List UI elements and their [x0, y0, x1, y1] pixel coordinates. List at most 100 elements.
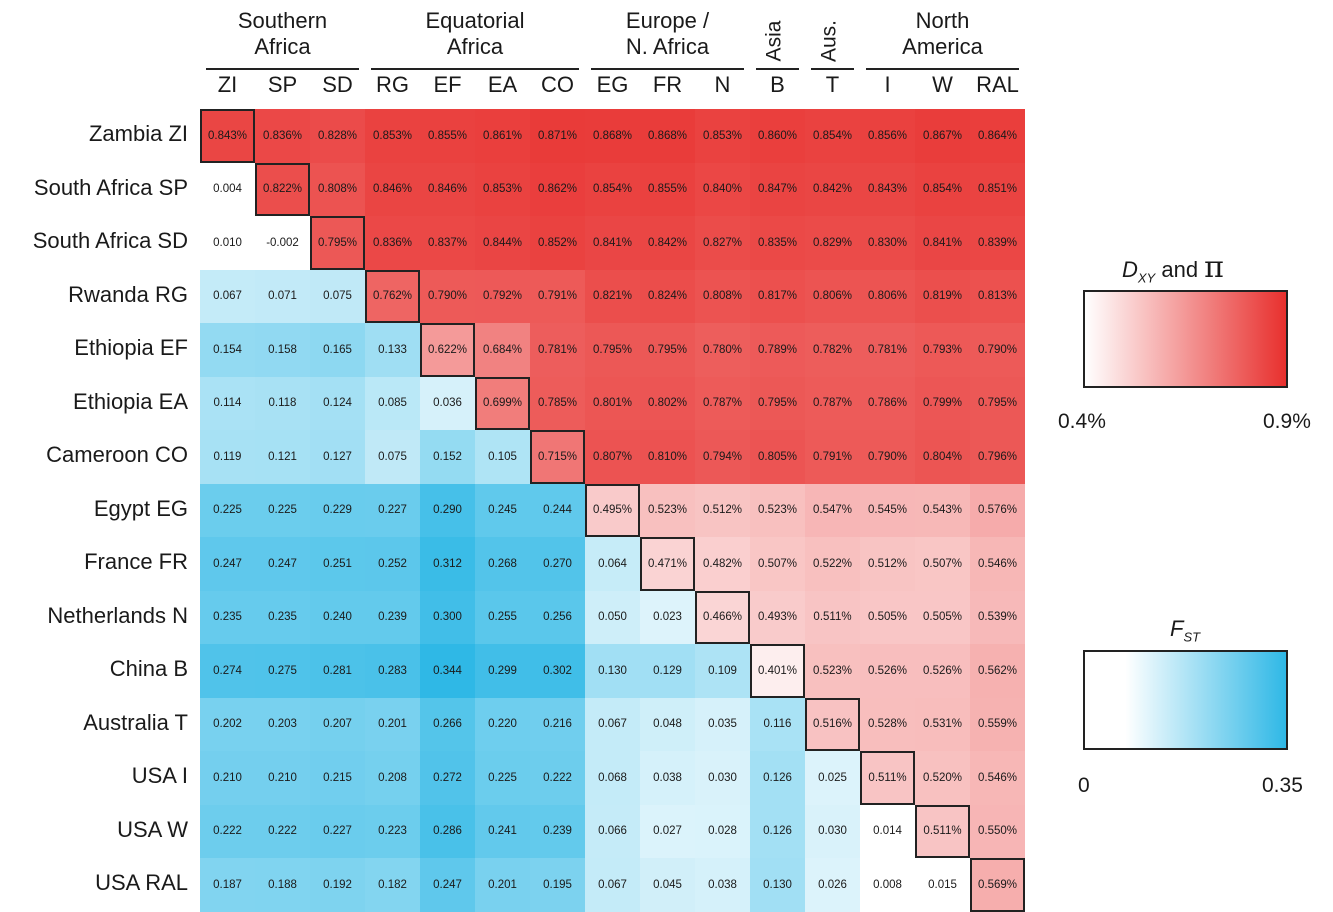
legend-fst-title: FST	[1170, 616, 1200, 644]
heatmap-cell: 0.830%	[860, 216, 915, 270]
heatmap-cell: 0.787%	[805, 376, 860, 430]
heatmap-cell: 0.028	[695, 804, 750, 858]
heatmap-cell: 0.030	[805, 804, 860, 858]
heatmap-cell: 0.799%	[915, 376, 970, 430]
heatmap-cell: 0.038	[695, 858, 750, 912]
heatmap-cell: 0.546%	[970, 751, 1025, 805]
heatmap-cell: 0.048	[640, 697, 695, 751]
heatmap-cell-diagonal: 0.471%	[640, 537, 695, 591]
heatmap-cell: 0.576%	[970, 483, 1025, 537]
heatmap-cell: 0.247	[420, 858, 475, 912]
heatmap-cell: 0.507%	[750, 537, 805, 591]
heatmap-cell: 0.126	[750, 751, 805, 805]
heatmap-cell: 0.808%	[695, 269, 750, 323]
heatmap-cell: 0.300	[420, 590, 475, 644]
column-group-underline	[866, 68, 1019, 70]
heatmap-cell: 0.844%	[475, 216, 530, 270]
row-label: USA I	[131, 763, 188, 788]
heatmap-cell: 0.827%	[695, 216, 750, 270]
heatmap-cell-diagonal: 0.715%	[530, 430, 585, 484]
heatmap-cell: 0.266	[420, 697, 475, 751]
heatmap-cell: 0.067	[585, 697, 640, 751]
heatmap-cell: 0.195	[530, 858, 585, 912]
heatmap-cell: 0.841%	[585, 216, 640, 270]
heatmap-cell: 0.791%	[805, 430, 860, 484]
heatmap-cell: 0.130	[585, 644, 640, 698]
heatmap-cell: 0.240	[310, 590, 365, 644]
column-group-label: N. Africa	[625, 34, 710, 59]
heatmap-cell: 0.805%	[750, 430, 805, 484]
heatmap-cell: 0.806%	[805, 269, 860, 323]
row-label: USA W	[117, 816, 188, 842]
heatmap-cell: 0.860%	[750, 109, 805, 163]
column-group-label: North	[915, 8, 970, 33]
heatmap-cell: 0.806%	[860, 269, 915, 323]
heatmap-cell: 0.493%	[750, 590, 805, 644]
heatmap-cell: 0.004	[200, 162, 255, 216]
column-group-label: Africa	[446, 34, 504, 59]
heatmap-cell: 0.121	[255, 430, 310, 484]
column-label: ZI	[217, 72, 238, 97]
legend-dxy-title-main: D	[1122, 257, 1138, 282]
heatmap-cell: 0.786%	[860, 376, 915, 430]
heatmap-cell: 0.025	[805, 751, 860, 805]
heatmap-cell: 0.795%	[640, 323, 695, 377]
heatmap-cell: 0.105	[475, 430, 530, 484]
legend-dxy-max-label: 0.9%	[1263, 410, 1311, 433]
heatmap-cell: 0.229	[310, 483, 365, 537]
heatmap-cell: 0.119	[200, 430, 255, 484]
row-label: France FR	[84, 549, 188, 574]
heatmap-cell: 0.526%	[915, 644, 970, 698]
heatmap-cell: 0.227	[365, 483, 420, 537]
heatmap-cell: 0.050	[585, 590, 640, 644]
heatmap-cell: 0.807%	[585, 430, 640, 484]
row-label: Rwanda RG	[68, 281, 188, 307]
heatmap-cell: 0.847%	[750, 162, 805, 216]
heatmap-cell-diagonal: 0.466%	[695, 590, 750, 644]
column-group-label: Southern	[237, 8, 328, 33]
heatmap-cell: 0.014	[860, 804, 915, 858]
heatmap-cell: 0.854%	[915, 162, 970, 216]
heatmap-cell: 0.027	[640, 804, 695, 858]
heatmap-cell: 0.064	[585, 537, 640, 591]
heatmap-cell-diagonal: 0.401%	[750, 644, 805, 698]
heatmap-cell: 0.810%	[640, 430, 695, 484]
heatmap-cell: 0.782%	[805, 323, 860, 377]
heatmap-cell: 0.281	[310, 644, 365, 698]
heatmap-cell: 0.829%	[805, 216, 860, 270]
heatmap-cell: 0.856%	[860, 109, 915, 163]
heatmap-cell: 0.192	[310, 858, 365, 912]
legend-dxy-title-sub: XY	[1137, 270, 1156, 286]
heatmap-cell: 0.216	[530, 697, 585, 751]
heatmap-cell: 0.210	[200, 751, 255, 805]
heatmap-cell: 0.299	[475, 644, 530, 698]
heatmap-cell: 0.867%	[915, 109, 970, 163]
heatmap-cell: 0.836%	[365, 216, 420, 270]
heatmap-cell: 0.545%	[860, 483, 915, 537]
heatmap-cell: 0.010	[200, 216, 255, 270]
heatmap-cell: 0.239	[530, 804, 585, 858]
heatmap-cell: 0.066	[585, 804, 640, 858]
heatmap-cell: 0.286	[420, 804, 475, 858]
legend-fst-title-main: F	[1170, 616, 1184, 641]
heatmap-cell: 0.075	[310, 269, 365, 323]
heatmap-cell: 0.512%	[860, 537, 915, 591]
column-label: RAL	[976, 72, 1019, 97]
heatmap-cell: 0.023	[640, 590, 695, 644]
heatmap-cell: 0.038	[640, 751, 695, 805]
heatmap-cell: 0.795%	[585, 323, 640, 377]
legend-dxy-min-label: 0.4%	[1058, 410, 1106, 433]
heatmap-cell: 0.201	[365, 697, 420, 751]
heatmap-cell: 0.523%	[750, 483, 805, 537]
heatmap-cell: 0.290	[420, 483, 475, 537]
row-label: China B	[109, 656, 188, 681]
heatmap-cell: 0.780%	[695, 323, 750, 377]
heatmap-cell: 0.255	[475, 590, 530, 644]
heatmap-cell: 0.781%	[530, 323, 585, 377]
column-label: RG	[376, 72, 409, 97]
heatmap-cell: 0.133	[365, 323, 420, 377]
heatmap-cell: 0.861%	[475, 109, 530, 163]
heatmap-cell: 0.840%	[695, 162, 750, 216]
heatmap-cell: 0.828%	[310, 109, 365, 163]
heatmap-cell: 0.235	[200, 590, 255, 644]
